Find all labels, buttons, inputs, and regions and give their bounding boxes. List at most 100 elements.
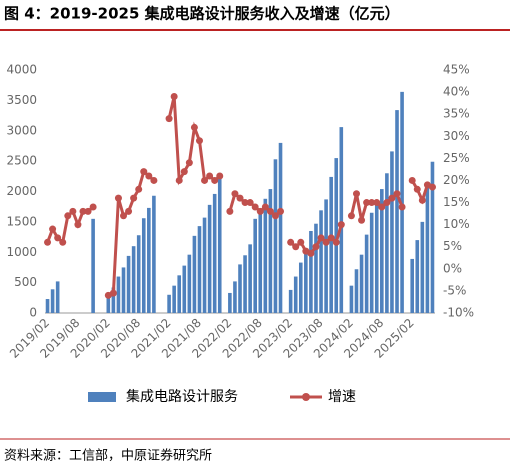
bar bbox=[55, 281, 60, 313]
y-tick-label: 4000 bbox=[6, 63, 37, 77]
line-marker bbox=[378, 203, 386, 211]
y2-tick-label: -10% bbox=[443, 306, 474, 320]
bar bbox=[177, 275, 182, 313]
bar bbox=[152, 195, 156, 313]
line-marker bbox=[140, 168, 148, 176]
bar bbox=[111, 287, 116, 313]
bar bbox=[197, 226, 202, 313]
line-marker bbox=[337, 221, 345, 229]
bar bbox=[207, 204, 212, 313]
line-marker bbox=[322, 238, 330, 246]
bar bbox=[131, 246, 136, 313]
y2-tick-label: 0% bbox=[443, 261, 462, 275]
bar bbox=[248, 244, 252, 313]
line-marker bbox=[59, 238, 67, 246]
bar bbox=[364, 234, 369, 313]
line-marker bbox=[246, 199, 254, 207]
bar bbox=[395, 110, 399, 313]
bar bbox=[45, 299, 50, 313]
bar bbox=[339, 127, 344, 313]
line-marker bbox=[418, 196, 426, 204]
y-tick-label: 2000 bbox=[6, 184, 37, 198]
bar bbox=[430, 161, 435, 313]
bar bbox=[268, 189, 273, 313]
line-marker bbox=[190, 123, 198, 131]
bar bbox=[400, 91, 404, 314]
bar bbox=[425, 184, 430, 313]
y2-tick-label: 20% bbox=[443, 173, 470, 187]
y-tick-label: 3500 bbox=[6, 93, 37, 107]
line-marker bbox=[388, 194, 396, 202]
line-marker bbox=[358, 216, 366, 224]
source: 资料来源：工信部，中原证券研究所 bbox=[4, 448, 212, 464]
line-marker bbox=[226, 207, 234, 215]
legend-label: 集成电路设计服务 bbox=[126, 388, 238, 405]
bar bbox=[202, 217, 207, 313]
y2-tick-label: 15% bbox=[443, 195, 470, 209]
line-marker bbox=[277, 207, 285, 215]
bar bbox=[192, 235, 197, 313]
y2-tick-label: 45% bbox=[443, 63, 470, 77]
line-marker bbox=[261, 203, 269, 211]
line-marker bbox=[49, 225, 57, 233]
line-marker bbox=[150, 176, 158, 184]
bar bbox=[167, 294, 171, 313]
y2-tick-label: 5% bbox=[443, 239, 462, 253]
y-tick-label: 1000 bbox=[6, 245, 37, 259]
bar bbox=[334, 158, 339, 313]
bar bbox=[147, 207, 151, 313]
y-tick-label: 0 bbox=[29, 306, 37, 320]
line-marker bbox=[398, 203, 406, 211]
line-marker bbox=[170, 93, 178, 101]
line-marker bbox=[69, 207, 77, 215]
bar bbox=[172, 285, 176, 313]
bar bbox=[324, 199, 328, 313]
bar bbox=[278, 142, 283, 313]
line-marker bbox=[145, 172, 153, 180]
bar bbox=[314, 223, 318, 313]
line-marker bbox=[266, 207, 274, 215]
bar bbox=[91, 218, 95, 313]
line-marker bbox=[317, 234, 325, 242]
y-tick-label: 3000 bbox=[6, 123, 37, 137]
bar bbox=[349, 285, 354, 313]
bar bbox=[217, 176, 222, 313]
line-marker bbox=[236, 194, 244, 202]
y2-tick-label: 40% bbox=[443, 85, 470, 99]
line-marker bbox=[175, 176, 183, 184]
line-marker bbox=[327, 234, 335, 242]
bar bbox=[253, 218, 257, 313]
line-marker bbox=[216, 172, 224, 180]
line-marker bbox=[231, 190, 239, 198]
line-marker bbox=[307, 249, 315, 257]
line-marker bbox=[363, 199, 371, 207]
line-marker bbox=[79, 207, 87, 215]
bar bbox=[354, 269, 359, 313]
bar bbox=[121, 267, 126, 313]
bar bbox=[293, 276, 298, 313]
bar bbox=[359, 254, 364, 313]
line-marker bbox=[292, 243, 300, 251]
line-marker bbox=[373, 199, 381, 207]
line-marker bbox=[74, 221, 82, 229]
bar bbox=[106, 297, 111, 313]
bar bbox=[385, 173, 389, 313]
bar bbox=[380, 189, 384, 313]
line-marker bbox=[125, 207, 133, 215]
bar bbox=[141, 218, 146, 313]
y-tick-label: 1500 bbox=[6, 214, 37, 228]
line-marker bbox=[413, 185, 421, 193]
line-marker bbox=[109, 289, 117, 297]
bar bbox=[410, 258, 415, 313]
line-marker bbox=[44, 238, 52, 246]
line-marker bbox=[352, 190, 360, 198]
line-marker bbox=[287, 238, 295, 246]
line-marker bbox=[251, 203, 259, 211]
line-marker bbox=[383, 199, 391, 207]
y-tick-label: 2500 bbox=[6, 154, 37, 168]
line-marker bbox=[201, 176, 209, 184]
bar bbox=[243, 255, 247, 313]
bar bbox=[329, 176, 333, 313]
bar bbox=[126, 255, 131, 313]
legend-label: 增速 bbox=[328, 389, 356, 405]
